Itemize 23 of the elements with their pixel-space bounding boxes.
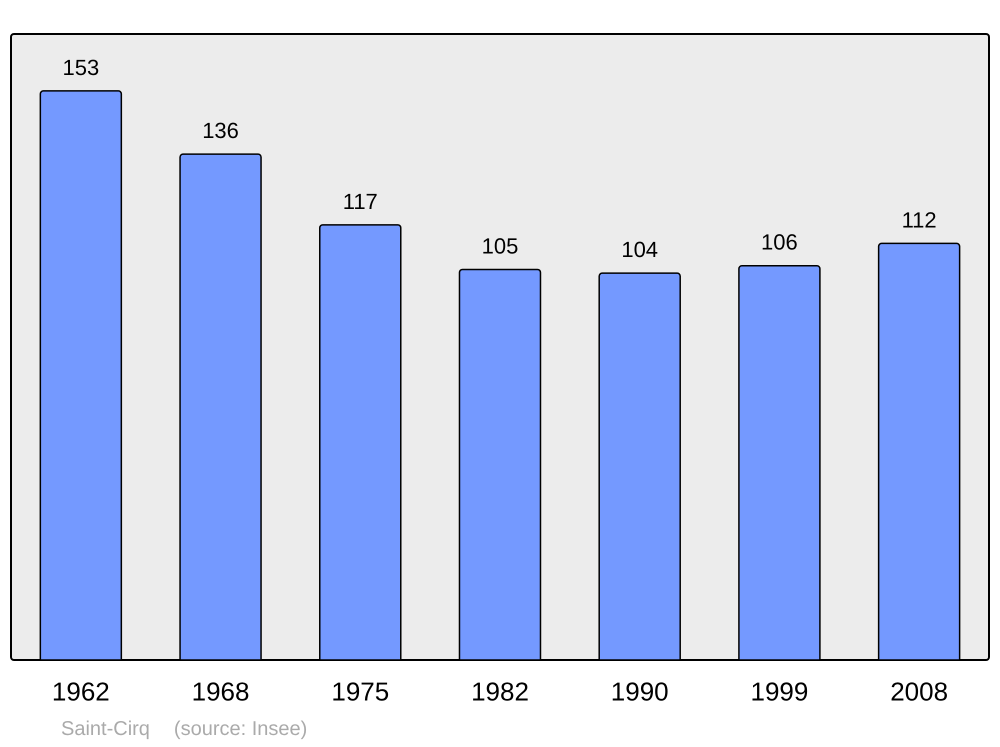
bar: [738, 264, 821, 660]
bar: [179, 153, 262, 660]
x-tick-label: 1999: [750, 676, 808, 706]
data-label: 136: [202, 118, 239, 144]
data-label: 117: [342, 188, 378, 214]
bar: [319, 224, 402, 660]
x-tick-label: 1975: [331, 676, 390, 706]
bar: [878, 242, 960, 660]
text: Saint-Cirq: [61, 718, 150, 740]
bar: [40, 90, 122, 660]
x-tick-label: 1990: [610, 676, 669, 706]
x-tick-label: 1968: [192, 676, 250, 706]
bar: [598, 272, 681, 660]
data-label: 153: [62, 54, 100, 80]
x-tick-label: 1982: [471, 676, 529, 706]
data-label: 105: [482, 233, 518, 258]
x-tick-label: 1962: [52, 676, 110, 706]
text: (source: Insee): [174, 718, 308, 740]
bar: [458, 268, 542, 660]
data-label: 104: [621, 237, 658, 262]
x-tick-label: 2008: [890, 676, 948, 706]
data-label: 106: [761, 230, 798, 255]
data-label: 112: [902, 207, 937, 232]
